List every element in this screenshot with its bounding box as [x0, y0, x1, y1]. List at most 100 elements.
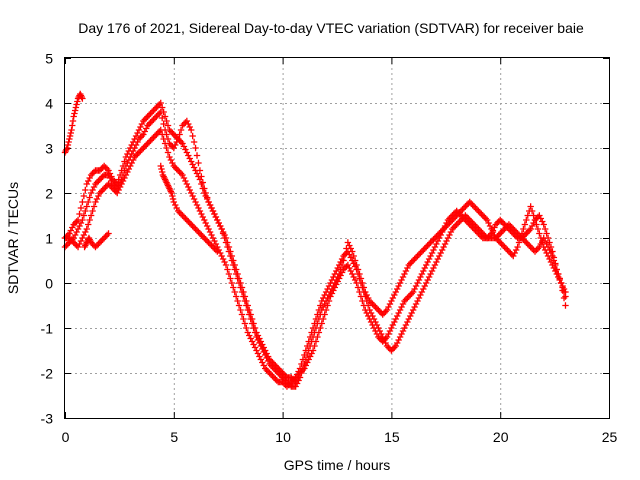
data-point	[77, 204, 85, 212]
data-point	[198, 231, 205, 239]
data-point	[109, 185, 117, 192]
data-point	[479, 230, 486, 237]
data-point	[315, 306, 323, 314]
data-point	[202, 189, 209, 197]
data-point	[151, 105, 159, 113]
data-point	[524, 228, 531, 236]
data-point	[208, 204, 215, 212]
data-point	[412, 300, 420, 308]
data-point	[510, 225, 517, 233]
data-point	[186, 219, 193, 227]
data-point	[497, 239, 504, 246]
data-point	[92, 198, 99, 206]
data-point	[257, 342, 265, 350]
data-point	[209, 243, 217, 251]
data-point	[407, 291, 414, 299]
data-point	[527, 243, 534, 251]
data-point	[66, 135, 73, 143]
data-point	[507, 222, 514, 230]
data-point	[192, 198, 199, 206]
data-point	[279, 378, 286, 386]
data-point	[89, 207, 96, 215]
data-point	[71, 219, 79, 227]
data-point	[141, 143, 148, 150]
data-point	[90, 168, 98, 176]
data-point	[71, 107, 79, 114]
data-point	[405, 261, 413, 269]
data-point	[247, 335, 254, 342]
data-point	[138, 146, 146, 153]
data-point	[180, 213, 188, 221]
data-point	[312, 315, 320, 323]
data-point	[350, 252, 357, 260]
data-point	[382, 339, 389, 347]
data-point	[238, 288, 246, 296]
data-point	[423, 261, 430, 269]
data-point	[540, 234, 547, 242]
data-point	[431, 261, 439, 269]
data-point	[433, 258, 440, 266]
data-point	[321, 300, 328, 308]
data-point	[481, 213, 488, 221]
data-point	[198, 180, 205, 188]
data-point	[328, 276, 336, 284]
data-point	[530, 212, 537, 219]
data-point	[354, 270, 362, 278]
data-point	[153, 131, 160, 138]
data-point	[145, 111, 153, 119]
data-point	[202, 236, 209, 243]
data-point	[478, 210, 485, 218]
data-point	[288, 378, 295, 386]
data-point	[291, 375, 298, 383]
data-point	[158, 165, 165, 173]
x-tick-label: 25	[602, 429, 618, 445]
data-point	[105, 230, 112, 237]
data-point	[183, 180, 191, 188]
x-tick-label: 5	[170, 429, 178, 445]
data-point	[528, 245, 536, 252]
data-point	[501, 243, 508, 251]
data-point	[456, 218, 463, 225]
data-point	[137, 123, 144, 131]
data-point	[351, 263, 359, 270]
data-point	[190, 195, 198, 203]
data-point	[156, 128, 163, 135]
data-point	[407, 312, 414, 320]
data-point	[158, 104, 166, 111]
data-point	[92, 180, 99, 188]
data-point	[264, 357, 272, 365]
data-point	[420, 267, 427, 275]
data-point	[87, 189, 95, 197]
data-point	[205, 225, 212, 233]
data-point	[96, 176, 104, 183]
data-point	[386, 327, 394, 335]
data-point	[396, 333, 404, 341]
data-point	[115, 186, 122, 194]
data-point	[338, 269, 346, 276]
data-point	[100, 234, 108, 242]
data-point	[395, 336, 402, 344]
data-point	[299, 356, 307, 363]
data-point	[140, 131, 147, 138]
data-point	[411, 255, 418, 263]
data-point	[517, 233, 524, 240]
data-point	[424, 242, 431, 249]
data-point	[438, 246, 446, 254]
data-point	[424, 276, 431, 284]
data-point	[64, 141, 72, 149]
data-point	[269, 363, 276, 371]
data-point	[427, 270, 434, 278]
data-point	[344, 261, 352, 269]
data-point	[99, 173, 106, 180]
data-point	[418, 288, 426, 296]
data-point	[562, 293, 569, 300]
data-point	[125, 165, 133, 173]
data-point	[320, 303, 327, 311]
data-point	[488, 225, 495, 233]
data-point	[183, 216, 191, 224]
data-point	[250, 324, 257, 332]
data-point	[470, 221, 478, 228]
data-point	[86, 216, 93, 224]
data-point	[144, 113, 151, 120]
data-point	[388, 297, 395, 305]
